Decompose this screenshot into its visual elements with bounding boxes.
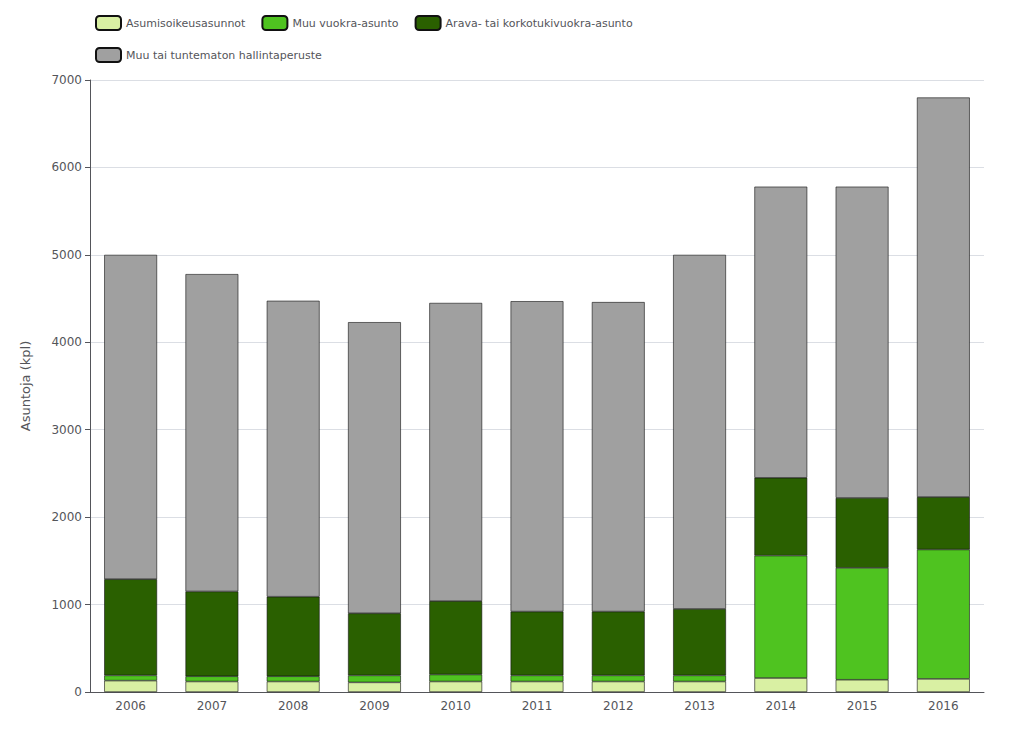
svg-text:5000: 5000: [51, 248, 82, 262]
svg-text:2008: 2008: [278, 699, 309, 713]
svg-text:2010: 2010: [440, 699, 471, 713]
svg-text:2016: 2016: [928, 699, 959, 713]
svg-text:2007: 2007: [197, 699, 228, 713]
svg-text:0: 0: [74, 685, 82, 699]
svg-text:7000: 7000: [51, 73, 82, 87]
svg-text:Muu vuokra-asunto: Muu vuokra-asunto: [292, 17, 398, 30]
svg-text:2006: 2006: [115, 699, 146, 713]
svg-text:1000: 1000: [51, 598, 82, 612]
svg-text:2000: 2000: [51, 510, 82, 524]
svg-text:4000: 4000: [51, 335, 82, 349]
svg-text:Asuntoja (kpl): Asuntoja (kpl): [18, 341, 33, 431]
svg-text:2015: 2015: [847, 699, 878, 713]
svg-text:6000: 6000: [51, 160, 82, 174]
svg-text:2014: 2014: [766, 699, 797, 713]
svg-text:2012: 2012: [603, 699, 634, 713]
svg-text:Muu tai tuntematon hallintaper: Muu tai tuntematon hallintaperuste: [126, 49, 322, 62]
svg-text:3000: 3000: [51, 423, 82, 437]
svg-text:Arava- tai korkotukivuokra-asu: Arava- tai korkotukivuokra-asunto: [446, 17, 633, 30]
svg-text:2011: 2011: [522, 699, 553, 713]
svg-text:2009: 2009: [359, 699, 390, 713]
svg-text:2013: 2013: [684, 699, 715, 713]
svg-text:Asumisoikeusasunnot: Asumisoikeusasunnot: [126, 17, 246, 30]
